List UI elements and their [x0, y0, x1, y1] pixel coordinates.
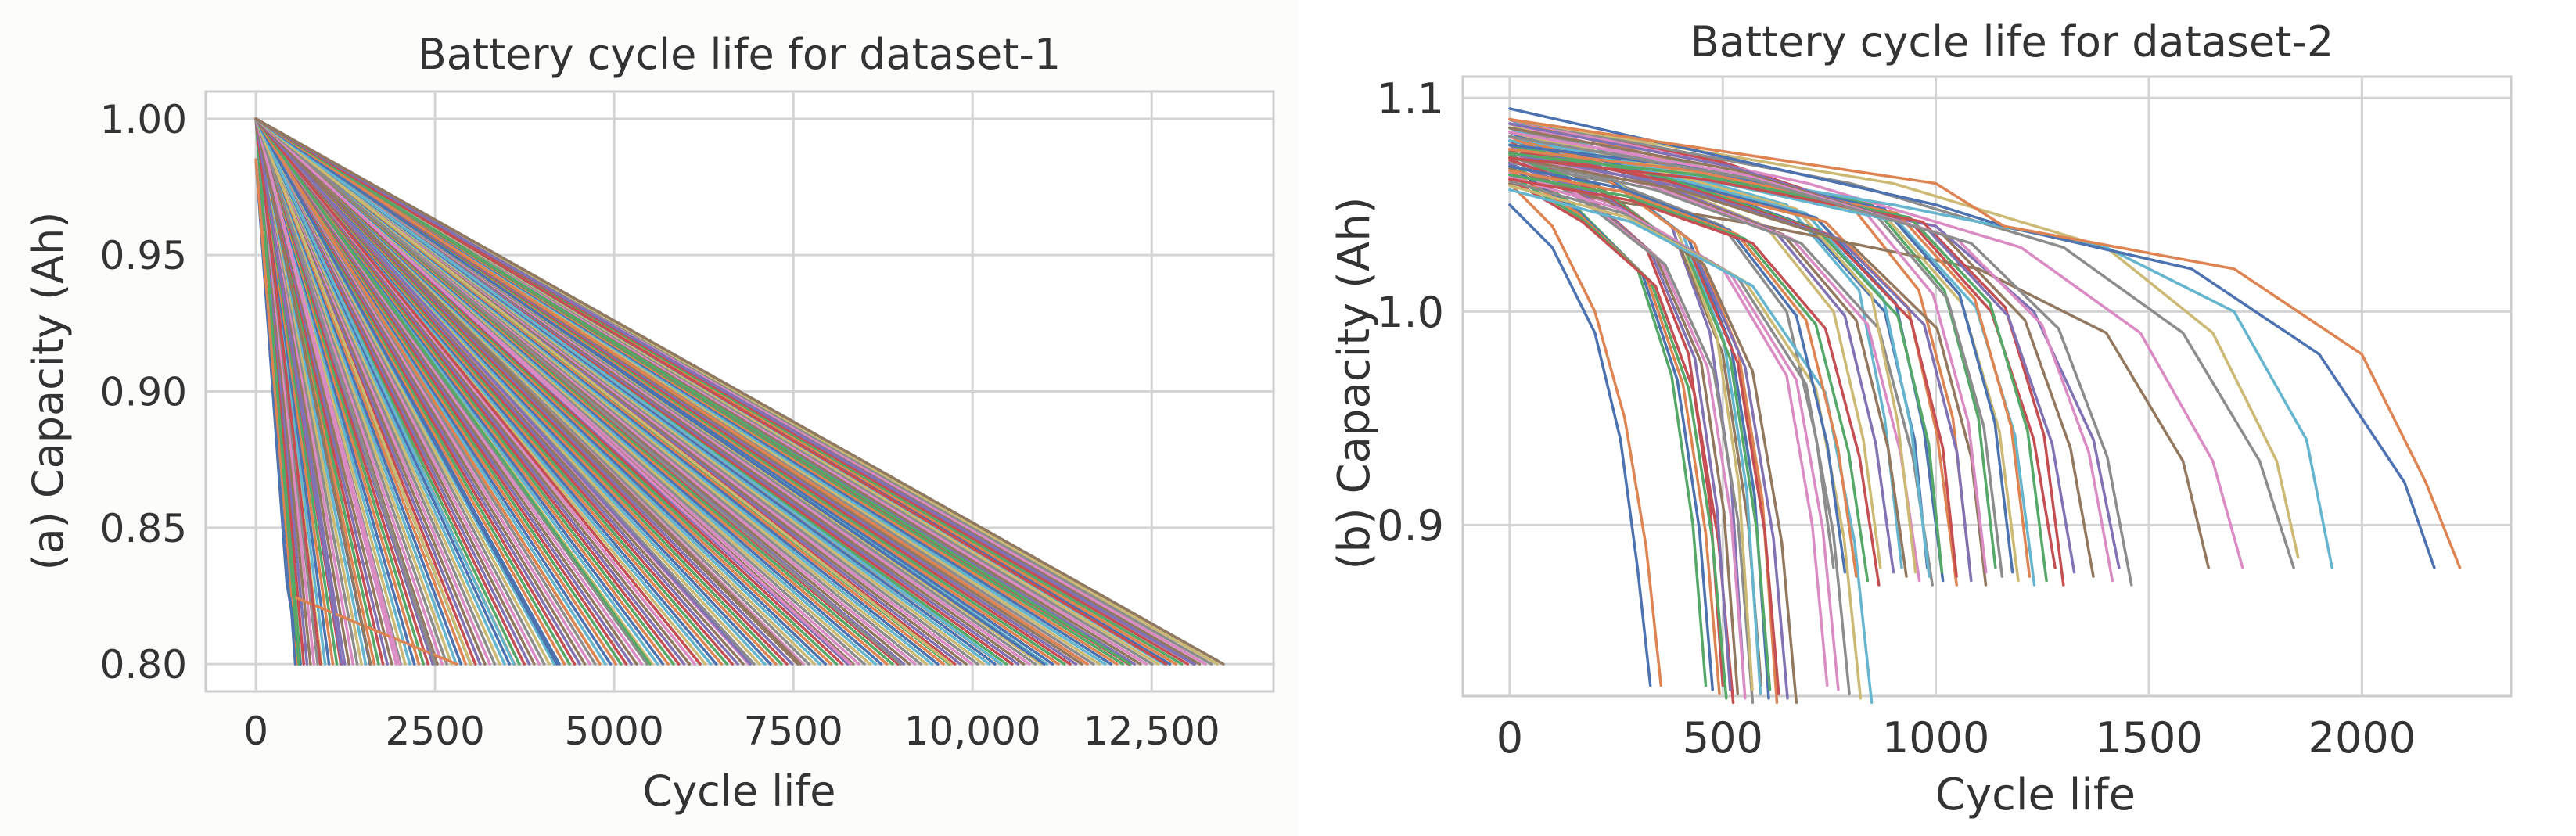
series-line-cell-k	[254, 117, 559, 666]
chart-panel-dataset-2: 0 500 1000 1500 2000 0.9 1.0 1.1 Battery cycle …	[1299, 0, 2576, 836]
series-line-cell-e	[254, 117, 343, 666]
x-axis-label: Cycle life	[1935, 770, 2136, 820]
x-tick-label: 2000	[2308, 713, 2416, 762]
series-line	[1508, 131, 2114, 583]
series-line-cell-l	[254, 117, 602, 666]
series-lines	[1508, 107, 2462, 704]
x-axis-label: Cycle life	[643, 766, 836, 816]
y-tick-label: 0.85	[100, 506, 187, 551]
series-line-cell-d	[254, 117, 322, 666]
series-line-cell-w	[254, 117, 1132, 666]
series-line	[1508, 169, 1858, 578]
series-line-cell-01	[1508, 203, 1652, 687]
series-line-cell-y	[254, 117, 1196, 666]
series-line-cell-m	[254, 117, 652, 666]
series-line-cell-s	[254, 117, 953, 666]
series-line-cell-21	[1508, 107, 2436, 569]
series-line-cell-c	[254, 117, 300, 666]
series-line	[1508, 152, 1973, 583]
x-tick-label: 2500	[386, 709, 485, 754]
x-tick-label: 1500	[2095, 713, 2202, 762]
y-tick-label: 1.0	[1377, 288, 1444, 337]
series-line	[1508, 148, 2032, 578]
series-line	[1508, 178, 1881, 587]
series-line-cell-16	[1508, 181, 2211, 569]
x-tick-label: 0	[1496, 713, 1523, 762]
series-line	[1508, 152, 2048, 583]
series-line-cell-t	[254, 117, 1003, 666]
series-line-cell-g	[254, 117, 401, 666]
series-line	[1508, 122, 2076, 574]
y-axis-label: (b) Capacity (Ah)	[1329, 196, 1380, 569]
series-line	[1508, 167, 1798, 704]
chart-title: Battery cycle life for dataset-1	[418, 30, 1062, 79]
series-line	[1508, 148, 1958, 578]
y-tick-label: 1.1	[1377, 74, 1444, 124]
series-line-cell-22	[1508, 117, 2462, 569]
tick-labels: 0 2500 5000 7500 10,000 12,500 0.80 0.85 0.90 0.9…	[100, 97, 1220, 754]
series-line-cell-p	[254, 117, 803, 666]
series-line-cell-u	[254, 117, 1046, 666]
series-line	[1508, 180, 1851, 696]
chart-dataset-2: 0 500 1000 1500 2000 0.9 1.0 1.1 Battery cycle …	[1329, 17, 2513, 820]
chart-panel-dataset-1: 0 2500 5000 7500 10,000 12,500 0.80 0.85 0.90 0.9…	[23, 30, 1275, 816]
series-line-cell-02	[1508, 181, 1663, 687]
series-line-cell-r	[254, 117, 903, 666]
y-tick-label: 0.95	[100, 233, 187, 278]
series-line-cell-j	[254, 117, 516, 666]
y-tick-label: 0.80	[100, 642, 187, 687]
x-tick-label: 500	[1683, 713, 1763, 762]
x-tick-label: 1000	[1882, 713, 1989, 762]
series-line-cell-x	[254, 117, 1168, 666]
series-line-cell-20	[1508, 139, 2333, 569]
y-tick-label: 0.9	[1377, 501, 1444, 551]
series-line	[1508, 135, 2133, 587]
series-line-cell-b	[254, 158, 458, 666]
series-line	[1508, 156, 2065, 587]
series-line	[1508, 173, 1870, 583]
x-tick-label: 5000	[565, 709, 664, 754]
chart-title: Battery cycle life for dataset-2	[1690, 17, 2334, 66]
y-axis-label: (a) Capacity (Ah)	[23, 212, 73, 571]
series-line	[1508, 188, 1874, 704]
x-tick-label: 7500	[744, 709, 843, 754]
x-tick-label: 0	[243, 709, 268, 754]
x-tick-label: 12,500	[1083, 709, 1220, 754]
series-line	[1508, 158, 1780, 696]
series-line	[1508, 184, 1863, 700]
series-line-cell-14	[1508, 117, 2057, 569]
series-line-cell-h	[254, 117, 437, 666]
series-line-cell-f	[254, 117, 372, 666]
series-line-cell-o	[254, 117, 752, 666]
series-line	[1508, 175, 1840, 691]
series-lines	[254, 117, 1225, 666]
tick-labels: 0 500 1000 1500 2000 0.9 1.0 1.1	[1377, 74, 2416, 762]
series-line-cell-v	[254, 117, 1089, 666]
series-line	[1508, 126, 2095, 578]
series-line-cell-19	[1508, 117, 2300, 559]
series-line-cell-n	[254, 117, 702, 666]
series-line-cell-i	[254, 117, 472, 666]
series-line-cell-z	[254, 117, 1225, 666]
series-line-cell-q	[254, 117, 853, 666]
series-line	[1508, 173, 1728, 700]
series-line	[1508, 164, 1847, 574]
series-line-cell-17	[1508, 117, 2244, 569]
y-tick-label: 0.90	[100, 370, 187, 415]
y-tick-label: 1.00	[100, 97, 187, 142]
x-tick-label: 10,000	[904, 709, 1041, 754]
series-line	[1508, 163, 1789, 700]
series-line	[1508, 154, 1772, 691]
chart-dataset-1: 0 2500 5000 7500 10,000 12,500 0.80 0.85 0.90 0.9…	[23, 30, 1275, 816]
